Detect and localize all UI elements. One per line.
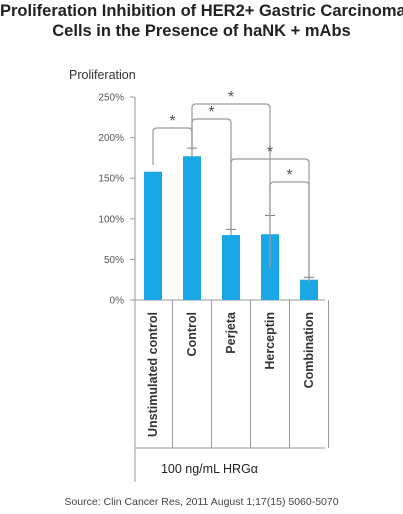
category-label: Perjeta bbox=[224, 311, 238, 354]
significance-bracket bbox=[230, 158, 310, 282]
chart-title: Proliferation Inhibition of HER2+ Gastri… bbox=[0, 1, 403, 41]
category-label: Control bbox=[185, 312, 199, 356]
y-axis-title: Proliferation bbox=[69, 68, 136, 82]
y-tick-label: 150% bbox=[98, 174, 124, 185]
y-tick-label: 50% bbox=[104, 255, 124, 266]
significance-marker: * bbox=[169, 113, 175, 130]
y-tick-label: 200% bbox=[98, 133, 124, 144]
category-label: Herceptin bbox=[263, 312, 277, 370]
y-tick-label: 0% bbox=[110, 296, 125, 307]
bar bbox=[183, 156, 201, 300]
significance-marker: * bbox=[208, 104, 214, 121]
category-label: Unstimulated control bbox=[146, 312, 160, 437]
significance-marker: * bbox=[267, 144, 273, 161]
bar bbox=[222, 235, 240, 300]
significance-marker: * bbox=[286, 167, 292, 184]
source-citation: Source: Clin Cancer Res, 2011 August 1;1… bbox=[64, 496, 339, 508]
x-axis-note: 100 ng/mL HRGα bbox=[160, 462, 259, 476]
category-label: Combination bbox=[302, 312, 316, 388]
significance-bracket bbox=[191, 103, 271, 268]
significance-marker: * bbox=[228, 89, 234, 106]
y-tick-label: 100% bbox=[98, 214, 124, 225]
chart-title-line-1: Proliferation Inhibition of HER2+ Gastri… bbox=[0, 2, 403, 20]
y-tick-label: 250% bbox=[98, 93, 124, 104]
bar bbox=[144, 171, 162, 300]
bar bbox=[300, 279, 318, 300]
chart-title-line-2: Cells in the Presence of haNK + mAbs bbox=[52, 22, 351, 40]
significance-bracket bbox=[269, 181, 310, 282]
